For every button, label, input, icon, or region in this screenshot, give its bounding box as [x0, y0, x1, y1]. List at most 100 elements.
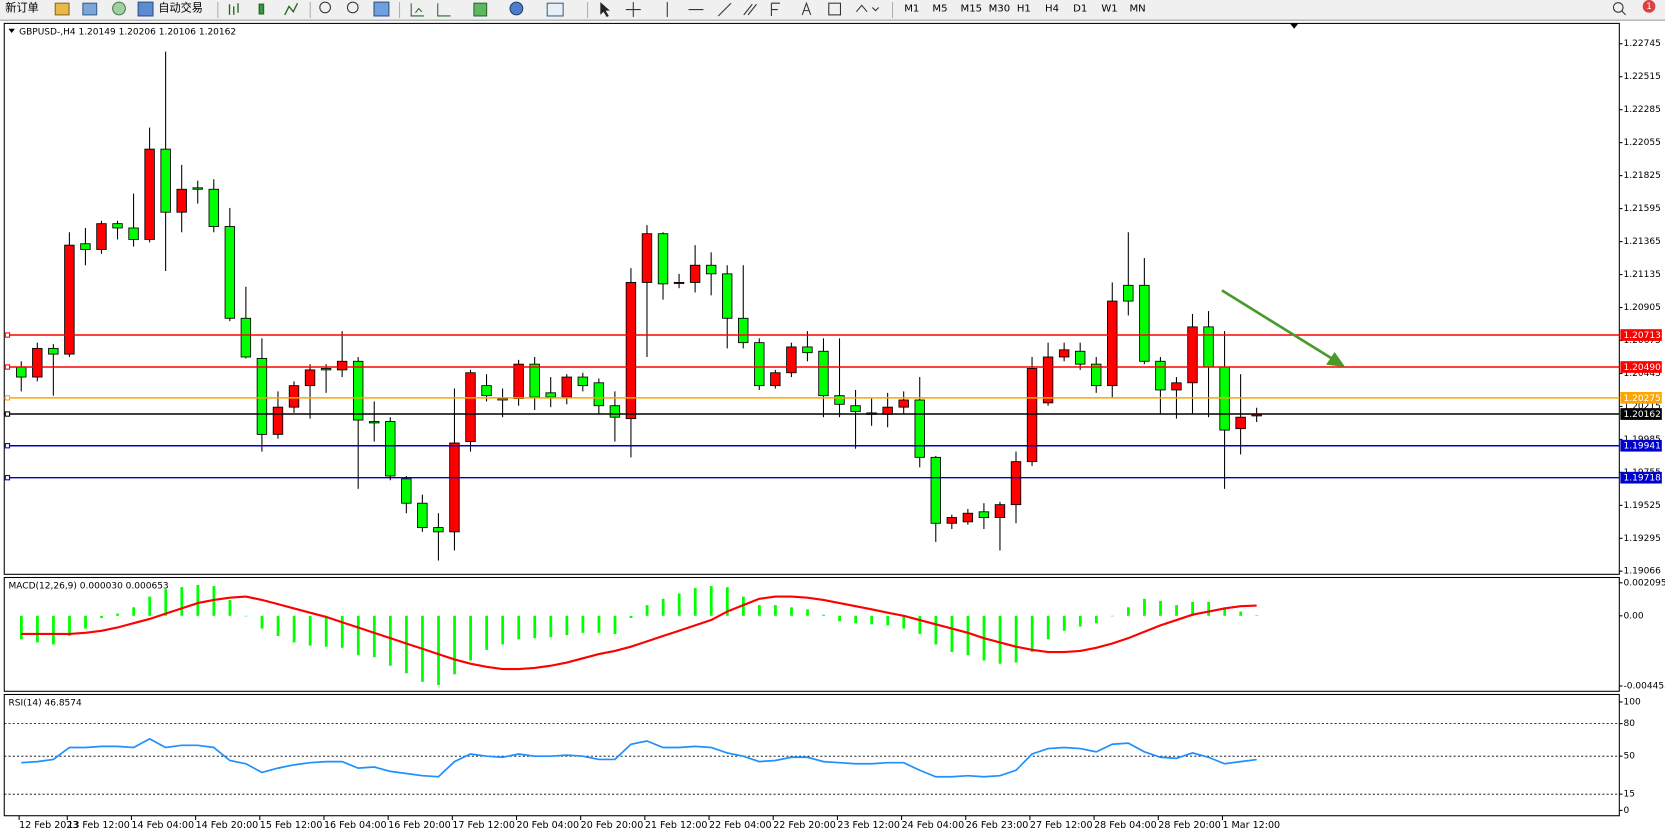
- candle-body: [481, 385, 492, 397]
- auto-trading-button[interactable]: 自动交易: [158, 1, 203, 15]
- y-tick-label: 80: [1624, 719, 1636, 729]
- x-tick-label: 15 Feb 12:00: [260, 820, 323, 831]
- y-tick-label: 1.21595: [1624, 204, 1661, 214]
- timeframe-button[interactable]: W1: [1101, 4, 1117, 15]
- candle-body: [369, 421, 380, 424]
- collapse-marker[interactable]: [8, 28, 15, 33]
- candle-body: [850, 405, 861, 412]
- candle-body: [802, 346, 813, 354]
- line-tools[interactable]: [666, 2, 732, 18]
- macd-bar: [164, 589, 168, 616]
- candle-body: [417, 502, 428, 528]
- candle-body: [497, 398, 508, 401]
- candle-body: [240, 317, 252, 358]
- timeframe-button[interactable]: H4: [1045, 4, 1059, 15]
- icon[interactable]: [284, 2, 299, 16]
- timeframe-button[interactable]: MN: [1129, 4, 1145, 15]
- tile-icon[interactable]: [373, 1, 390, 17]
- level-label-bg: [1620, 471, 1662, 484]
- macd-bar: [870, 615, 874, 625]
- timeframe-button[interactable]: H1: [1017, 4, 1031, 15]
- icon[interactable]: [112, 1, 126, 16]
- price-panel: [3, 22, 1620, 575]
- candle-body: [593, 382, 605, 407]
- level-label: 1.19941: [1624, 442, 1661, 452]
- level-anchor: [4, 475, 11, 481]
- macd-bar: [36, 615, 39, 643]
- macd-bar: [629, 615, 633, 619]
- icon[interactable]: [82, 2, 98, 16]
- macd-bar: [340, 615, 344, 648]
- candle-body: [176, 188, 187, 213]
- x-tick-label: 28 Feb 20:00: [1158, 820, 1221, 831]
- indicators-icon[interactable]: [473, 2, 488, 17]
- candle-body: [1155, 360, 1166, 391]
- macd-bar: [19, 615, 23, 640]
- candle-body: [352, 360, 364, 421]
- templates-icon[interactable]: [546, 2, 564, 17]
- macd-bar: [1030, 615, 1034, 653]
- candle-body: [609, 405, 621, 418]
- candle-body: [914, 399, 925, 458]
- x-tick-label: 14 Feb 20:00: [196, 820, 259, 831]
- macd-bar: [533, 615, 537, 639]
- shift-icon[interactable]: [437, 3, 451, 17]
- macd-bar: [1078, 615, 1082, 627]
- macd-bar: [613, 615, 617, 634]
- label-icon[interactable]: [828, 2, 842, 16]
- new-order-button[interactable]: 新订单: [5, 1, 38, 15]
- crosshair-icon[interactable]: [625, 2, 641, 18]
- candle-body: [529, 363, 540, 398]
- timeframe-button[interactable]: M15: [961, 4, 983, 15]
- macd-bar: [966, 615, 970, 656]
- timeframe-button[interactable]: D1: [1073, 4, 1087, 15]
- zoom-out-icon[interactable]: [346, 1, 359, 14]
- y-tick-label: 1.20445: [1624, 369, 1661, 379]
- x-tick-label: 22 Feb 04:00: [709, 820, 772, 831]
- y-tick-label: 1.21365: [1624, 237, 1661, 247]
- notification-badge[interactable]: [1642, 0, 1656, 13]
- autoscroll-icon[interactable]: [410, 3, 424, 17]
- cursor-icon[interactable]: [600, 2, 610, 18]
- y-tick-label: 1.19295: [1624, 534, 1661, 544]
- level-label-bg: [1620, 361, 1662, 373]
- timeframe-button[interactable]: M5: [932, 4, 947, 15]
- candle-body: [962, 512, 974, 523]
- candle-body: [336, 360, 348, 371]
- auto-trading-icon[interactable]: [137, 1, 154, 17]
- x-tick-label: 16 Feb 20:00: [388, 820, 451, 831]
- chart-type-icons[interactable]: [228, 2, 299, 16]
- macd-bar: [677, 593, 681, 616]
- x-tick-label: 23 Feb 12:00: [837, 820, 900, 831]
- channel-icon[interactable]: [743, 3, 757, 16]
- candle-body: [64, 244, 75, 355]
- indicator-title: GBPUSD-,H4 1.20149 1.20206 1.20106 1.201…: [19, 27, 236, 37]
- macd-bar: [148, 596, 152, 616]
- zoom-in-icon[interactable]: [319, 1, 331, 14]
- text-icon[interactable]: [801, 1, 812, 16]
- candle-body: [1235, 416, 1246, 430]
- timeframe-button[interactable]: M1: [904, 4, 919, 15]
- icon[interactable]: [228, 3, 239, 15]
- candle-body: [449, 442, 460, 533]
- y-tick-label: 100: [1624, 697, 1641, 707]
- candle-body: [561, 376, 572, 398]
- macd-bar: [661, 598, 665, 616]
- candle-body: [657, 233, 669, 285]
- arrows-icon[interactable]: [855, 4, 880, 13]
- fibo-icon[interactable]: [770, 2, 780, 16]
- icon[interactable]: [54, 2, 70, 16]
- candle-body: [1091, 363, 1102, 387]
- periods-icon[interactable]: [509, 1, 524, 16]
- candle-body: [946, 517, 958, 524]
- x-tick-label: 12 Feb 2023: [19, 820, 78, 831]
- rsi-panel: [3, 693, 1620, 817]
- search-icon[interactable]: [1612, 2, 1624, 13]
- notification-count: 1: [1646, 2, 1651, 12]
- timeframe-button[interactable]: M30: [989, 4, 1011, 15]
- macd-bar: [196, 584, 200, 616]
- candle-body: [818, 350, 829, 397]
- macd-bar: [260, 615, 264, 629]
- icon[interactable]: [258, 3, 265, 15]
- candle-body: [224, 226, 236, 319]
